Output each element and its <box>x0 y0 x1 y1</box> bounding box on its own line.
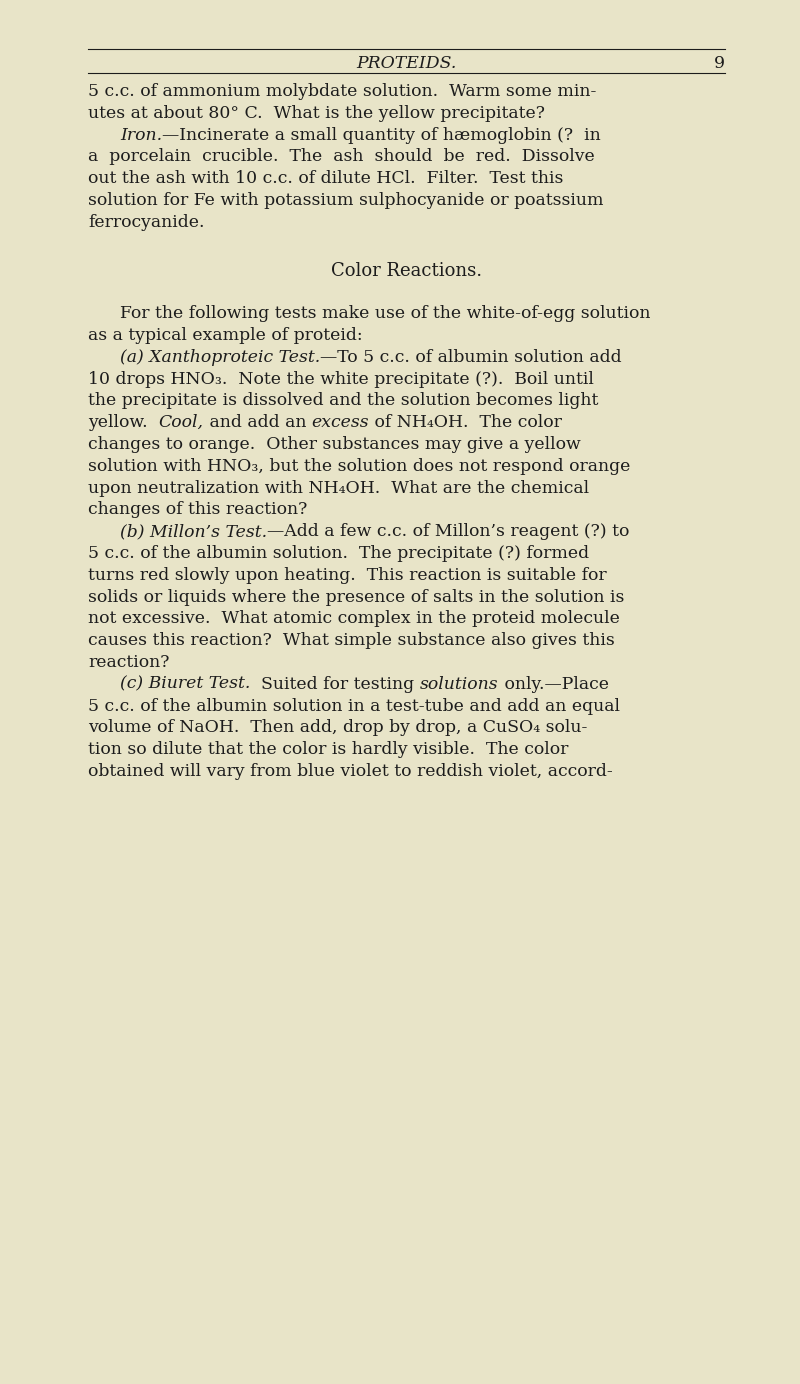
Text: (a) Xanthoproteic Test.: (a) Xanthoproteic Test. <box>120 349 320 365</box>
Text: PROTEIDS.: PROTEIDS. <box>356 55 457 72</box>
Text: solutions: solutions <box>420 675 498 693</box>
Text: out the ash with 10 c.c. of dilute HCl.  Filter.  Test this: out the ash with 10 c.c. of dilute HCl. … <box>88 170 563 187</box>
Text: turns red slowly upon heating.  This reaction is suitable for: turns red slowly upon heating. This reac… <box>88 567 606 584</box>
Text: excess: excess <box>312 414 370 432</box>
Text: Color Reactions.: Color Reactions. <box>331 262 482 280</box>
Text: —Add a few c.c. of Millon’s reagent (?) to: —Add a few c.c. of Millon’s reagent (?) … <box>267 523 630 540</box>
Text: changes to orange.  Other substances may give a yellow: changes to orange. Other substances may … <box>88 436 581 453</box>
Text: 9: 9 <box>714 55 725 72</box>
Text: tion so dilute that the color is hardly visible.  The color: tion so dilute that the color is hardly … <box>88 742 568 758</box>
Text: Suited for testing: Suited for testing <box>250 675 420 693</box>
Text: a  porcelain  crucible.  The  ash  should  be  red.  Dissolve: a porcelain crucible. The ash should be … <box>88 148 594 165</box>
Text: upon neutralization with NH₄OH.  What are the chemical: upon neutralization with NH₄OH. What are… <box>88 480 589 497</box>
Text: ferrocyanide.: ferrocyanide. <box>88 213 205 231</box>
Text: 5 c.c. of ammonium molybdate solution.  Warm some min-: 5 c.c. of ammonium molybdate solution. W… <box>88 83 596 100</box>
Text: not excessive.  What atomic complex in the proteid molecule: not excessive. What atomic complex in th… <box>88 610 620 627</box>
Text: Cool,: Cool, <box>158 414 204 432</box>
Text: 5 c.c. of the albumin solution in a test-tube and add an equal: 5 c.c. of the albumin solution in a test… <box>88 698 620 714</box>
Text: 10 drops HNO₃.  Note the white precipitate (?).  Boil until: 10 drops HNO₃. Note the white precipitat… <box>88 371 594 388</box>
Text: of NH₄OH.  The color: of NH₄OH. The color <box>370 414 562 432</box>
Text: as a typical example of proteid:: as a typical example of proteid: <box>88 327 362 345</box>
Text: For the following tests make use of the white-of-egg solution: For the following tests make use of the … <box>120 306 650 322</box>
Text: solution for Fe with potassium sulphocyanide or poatssium: solution for Fe with potassium sulphocya… <box>88 192 603 209</box>
Text: only.—Place: only.—Place <box>498 675 609 693</box>
Text: obtained will vary from blue violet to reddish violet, accord-: obtained will vary from blue violet to r… <box>88 763 613 781</box>
Text: volume of NaOH.  Then add, drop by drop, a CuSO₄ solu-: volume of NaOH. Then add, drop by drop, … <box>88 720 587 736</box>
Text: —Incinerate a small quantity of hæmoglobin (?  in: —Incinerate a small quantity of hæmoglob… <box>162 126 601 144</box>
Text: (b) Millon’s Test.: (b) Millon’s Test. <box>120 523 267 540</box>
Text: solids or liquids where the presence of salts in the solution is: solids or liquids where the presence of … <box>88 588 624 606</box>
Text: yellow.: yellow. <box>88 414 158 432</box>
Text: changes of this reaction?: changes of this reaction? <box>88 501 307 519</box>
Text: —To 5 c.c. of albumin solution add: —To 5 c.c. of albumin solution add <box>320 349 622 365</box>
Text: reaction?: reaction? <box>88 655 170 671</box>
Text: utes at about 80° C.  What is the yellow precipitate?: utes at about 80° C. What is the yellow … <box>88 105 545 122</box>
Text: solution with HNO₃, but the solution does not respond orange: solution with HNO₃, but the solution doe… <box>88 458 630 475</box>
Text: and add an: and add an <box>204 414 312 432</box>
Text: (c) Biuret Test.: (c) Biuret Test. <box>120 675 250 693</box>
Text: 5 c.c. of the albumin solution.  The precipitate (?) formed: 5 c.c. of the albumin solution. The prec… <box>88 545 589 562</box>
Text: Iron.: Iron. <box>120 126 162 144</box>
Text: causes this reaction?  What simple substance also gives this: causes this reaction? What simple substa… <box>88 632 614 649</box>
Text: the precipitate is dissolved and the solution becomes light: the precipitate is dissolved and the sol… <box>88 393 598 410</box>
